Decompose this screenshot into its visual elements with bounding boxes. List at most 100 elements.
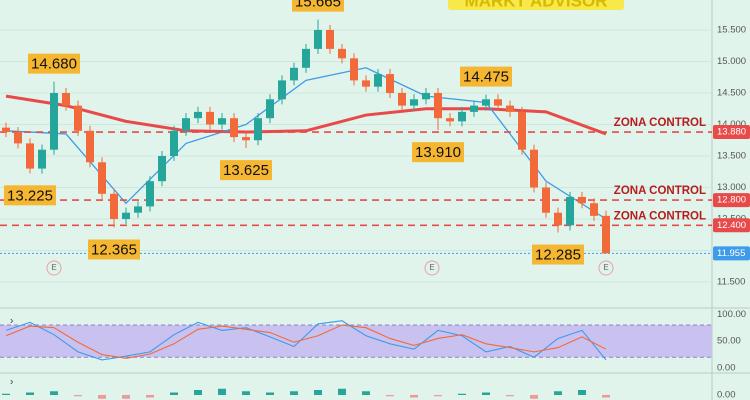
candle-body [86,130,94,163]
y-tick-label: 14.000 [717,119,746,130]
candle-body [134,206,142,213]
level-text: ZONA CONTROL [614,185,706,197]
macd-bar [50,391,58,395]
candle-body [146,181,154,207]
macd-bar [98,395,106,399]
candle-body [566,196,574,226]
candle-body [218,118,226,125]
candle-body [374,74,382,87]
macd-bar [314,390,322,395]
macd-bar [2,393,10,395]
candle-body [266,99,274,119]
stoch-band [0,325,712,358]
candle-body [494,99,502,106]
event-marker [424,260,440,276]
candle-body [434,92,442,119]
annotation-label: 14.680 [31,56,77,73]
candle-body [530,149,538,188]
moving-average [5,67,607,220]
candle-body [398,92,406,106]
macd-bar [242,391,250,395]
candle-body [410,99,418,106]
annotation-label: 13.910 [415,144,461,161]
annotation-box [28,53,80,74]
level-price-box [713,125,750,140]
annotation-label: 13.225 [7,187,53,204]
annotation-box [460,66,512,87]
candle-body [98,162,106,194]
event-label: E [603,263,608,272]
level-price-box [713,193,750,208]
candle-body [602,215,610,254]
macd-bar [386,395,394,397]
stoch-tick-label: 0.00 [717,362,736,373]
candle-body [590,203,598,216]
level-price-label: 12.400 [717,220,746,231]
annotation-box [88,239,140,260]
stoch-tick-label: 100.00 [717,309,746,320]
macd-bar [26,392,34,395]
macd-bar [434,395,442,397]
annotation-box [532,244,584,265]
candle-body [446,118,454,122]
candle-body [110,193,118,220]
macd-bar [338,388,346,395]
collapse-button[interactable]: › [10,316,13,327]
candle-body [26,143,34,169]
candle-body [230,118,238,138]
macd-bar [410,395,418,398]
level-price-label: 13.880 [717,127,746,138]
annotation-label: 12.285 [535,247,581,264]
annotation-box [4,185,56,206]
candle-body [74,105,82,131]
candle-body [578,196,586,204]
candle-body [122,212,130,220]
event-marker [46,260,62,276]
macd-bar [122,395,130,399]
macd-bar [194,390,202,395]
macd-bar [458,393,466,395]
event-label: E [429,263,434,272]
candle-body [470,105,478,112]
collapse-button[interactable]: › [10,377,13,388]
candle-body [2,127,10,133]
level-price-label: 12.800 [717,195,746,206]
macd-bar [602,395,610,398]
candle-body [338,48,346,59]
candle-body [422,92,430,100]
candle-body [50,92,58,150]
candle-body [254,118,262,141]
candle-body [350,58,358,81]
watermark-box [448,0,624,10]
macd-bar [290,391,298,395]
candle-body [518,111,526,150]
macd-bar [530,395,538,399]
stoch-line [5,324,607,359]
stoch-tick-label: 50.00 [717,336,741,347]
candle-body [290,67,298,81]
macd-bar [482,392,490,395]
annotation-box [292,0,344,12]
watermark: MARKT ADVISOR [465,0,608,10]
annotation-box [220,160,272,181]
candle-body [182,118,190,131]
candle-body [194,111,202,119]
candle-body [326,29,334,49]
y-tick-label: 13.500 [717,151,746,162]
annotation-label: 15.665 [295,0,341,11]
candle-body [302,48,310,68]
annotation-label: 14.475 [463,69,509,86]
candle-body [458,111,466,122]
candle-body [314,29,322,49]
y-tick-label: 11.500 [717,277,745,288]
event-marker [598,260,614,276]
candle-body [206,111,214,125]
annotation-label: 13.625 [223,162,269,179]
macd-bar [74,395,82,397]
candle-body [38,149,46,169]
candle-body [278,80,286,100]
candle-body [242,137,250,141]
macd-bar [170,392,178,395]
macd-bar [554,391,562,395]
y-tick-label: 13.000 [717,182,746,193]
